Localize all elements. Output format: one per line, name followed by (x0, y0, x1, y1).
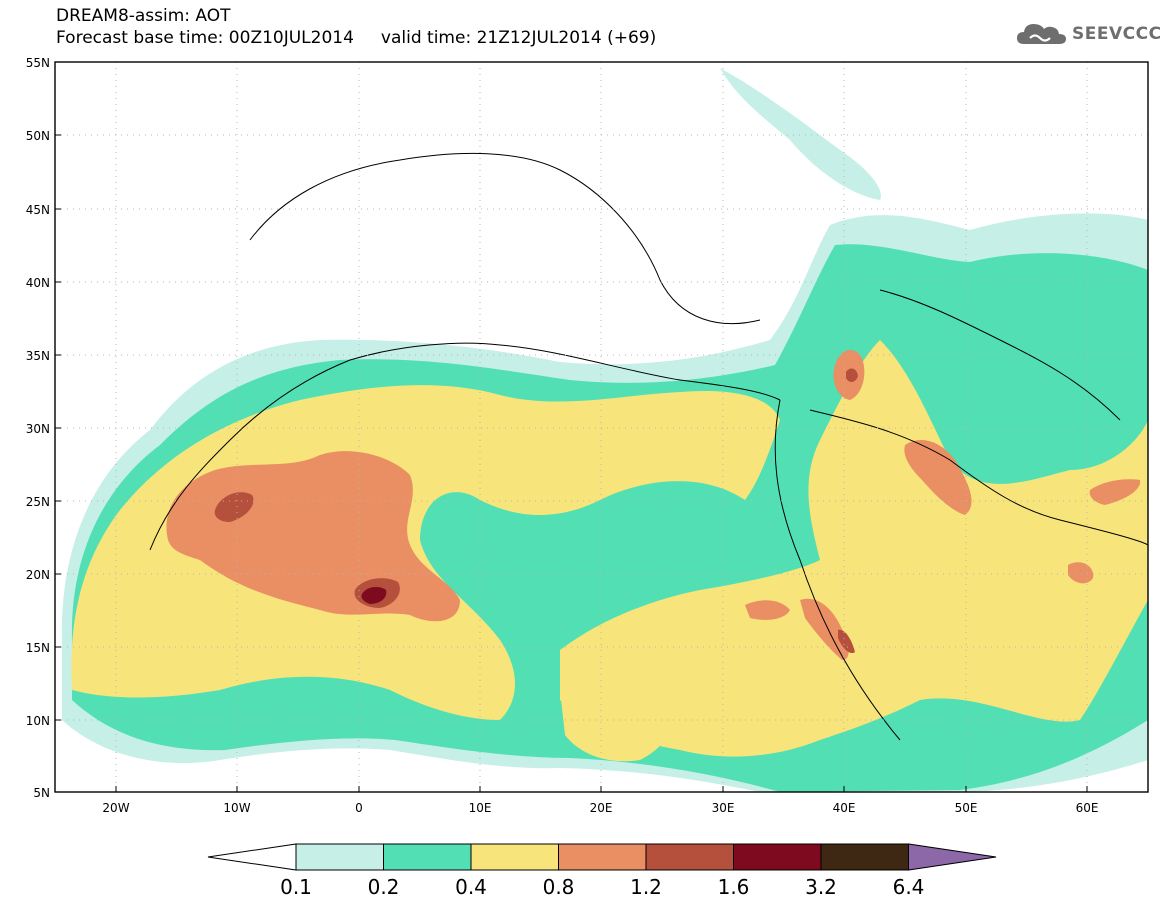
colorbar-segment-0.2 (383, 843, 472, 871)
coastlines (149, 152, 1148, 741)
colorbar-segment-1.2 (645, 843, 734, 871)
aot-band-1.2-iraq (846, 368, 858, 382)
aot-band-0.4-east (560, 340, 1148, 757)
aot-band-1.2-eritrea (838, 629, 855, 654)
aot-band-0.4-south (560, 690, 671, 762)
colorbar-segment-below (207, 843, 297, 871)
logo-text: SEEVCCC (1072, 24, 1162, 44)
colorbar-segment-above (908, 843, 997, 871)
lon-label-50e: 50E (955, 801, 978, 815)
graticule (55, 62, 1148, 792)
lon-label-40e: 40E (833, 801, 856, 815)
lat-label-50n: 50N (26, 129, 50, 143)
colorbar-segment-3.2 (820, 843, 909, 871)
aot-band-0.1-north (720, 68, 881, 200)
lon-label-30e: 30E (712, 801, 735, 815)
tick-marks (55, 61, 1088, 793)
lat-label-40n: 40N (26, 276, 50, 290)
colorbar-label: 0.1 (280, 875, 312, 899)
lat-label-30n: 30N (26, 422, 50, 436)
lon-label-10e: 10E (469, 801, 492, 815)
lon-label-20e: 20E (590, 801, 613, 815)
colorbar-segment-0.1 (295, 843, 384, 871)
seevccc-logo: SEEVCCC (1016, 20, 1162, 48)
colorbar-segment-0.4 (470, 843, 559, 871)
colorbar-label: 0.2 (368, 875, 400, 899)
lat-label-20n: 20N (26, 568, 50, 582)
lon-label-60e: 60E (1076, 801, 1099, 815)
lat-label-5n: 5N (33, 786, 50, 800)
latitude-labels: 55N 50N 45N 40N 35N 30N 25N 20N 15N 10N … (26, 56, 50, 800)
lat-label-45n: 45N (26, 203, 50, 217)
lat-label-55n: 55N (26, 56, 50, 70)
aot-band-1.2 (214, 492, 254, 522)
aot-band-0.8-gulf (904, 440, 972, 515)
longitude-labels: 20W 10W 0 10E 20E 30E 40E 50E 60E (102, 801, 1098, 815)
colorbar-label: 0.8 (543, 875, 575, 899)
aot-band-1.6 (361, 586, 387, 604)
map-title: DREAM8-assim: AOT (56, 6, 231, 26)
cloud-icon (1017, 24, 1066, 44)
colorbar-label: 3.2 (805, 875, 837, 899)
colorbar (207, 843, 997, 871)
lon-label-0: 0 (355, 801, 363, 815)
colorbar-segment-1.6 (733, 843, 822, 871)
lon-label-20w: 20W (102, 801, 129, 815)
colorbar-label: 0.4 (455, 875, 487, 899)
colorbar-label: 1.6 (718, 875, 750, 899)
lat-label-15n: 15N (26, 641, 50, 655)
aot-band-0.8-sudan (745, 600, 790, 620)
forecast-time-subtitle: Forecast base time: 00Z10JUL2014 valid t… (56, 28, 657, 48)
colorbar-segment-0.8 (558, 843, 647, 871)
lat-label-35n: 35N (26, 349, 50, 363)
lat-label-10n: 10N (26, 714, 50, 728)
colorbar-label: 6.4 (893, 875, 925, 899)
lat-label-25n: 25N (26, 495, 50, 509)
colorbar-labels: 0.1 0.2 0.4 0.8 1.2 1.6 3.2 6.4 (280, 875, 924, 899)
aot-band-0.8-pakistan (1089, 479, 1141, 505)
lon-label-10w: 10W (223, 801, 250, 815)
colorbar-label: 1.2 (630, 875, 662, 899)
